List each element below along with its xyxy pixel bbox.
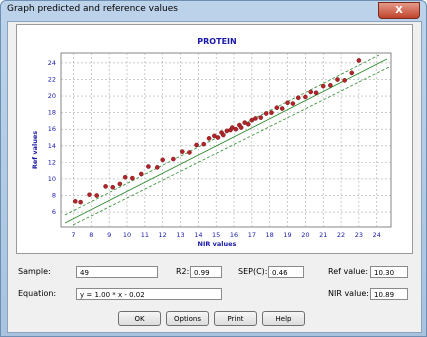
data-point: [155, 165, 159, 169]
x-tick-label: 11: [141, 231, 149, 239]
y-tick-label: 10: [48, 175, 56, 183]
data-point: [234, 127, 238, 131]
data-point: [303, 95, 307, 99]
data-point: [328, 83, 332, 87]
data-point: [103, 184, 107, 188]
y-tick-label: 22: [48, 76, 56, 84]
equation-label: Equation:: [18, 289, 56, 298]
ref-field: 10.30: [370, 266, 408, 278]
data-point: [239, 125, 243, 129]
x-tick-label: 7: [71, 231, 75, 239]
sample-label: Sample:: [18, 267, 51, 276]
data-point: [350, 71, 354, 75]
x-tick-label: 20: [301, 231, 309, 239]
data-point: [280, 106, 284, 110]
x-tick-label: 22: [337, 231, 345, 239]
x-tick-label: 9: [107, 231, 111, 239]
data-point: [253, 116, 257, 120]
sep-label: SEP(C):: [238, 267, 267, 276]
data-point: [161, 158, 165, 162]
data-point: [118, 182, 122, 186]
x-tick-label: 24: [373, 231, 381, 239]
y-tick-label: 24: [48, 59, 56, 67]
data-point: [216, 135, 220, 139]
data-point: [79, 200, 83, 204]
nir-label: NIR value:: [328, 289, 369, 298]
r2-label: R2:: [176, 267, 189, 276]
y-tick-label: 8: [52, 192, 56, 200]
data-point: [291, 101, 295, 105]
x-tick-label: 21: [319, 231, 327, 239]
data-point: [309, 90, 313, 94]
data-point: [275, 106, 279, 110]
x-axis-label: NIR values: [198, 240, 237, 248]
r2-field: 0.99: [190, 266, 222, 278]
data-point: [343, 78, 347, 82]
x-tick-label: 15: [212, 231, 220, 239]
x-tick-label: 10: [123, 231, 131, 239]
x-tick-label: 14: [194, 231, 202, 239]
y-tick-label: 16: [48, 125, 56, 133]
data-point: [95, 193, 99, 197]
data-point: [180, 150, 184, 154]
data-point: [194, 143, 198, 147]
data-point: [139, 172, 143, 176]
data-point: [171, 157, 175, 161]
data-point: [111, 185, 115, 189]
data-point: [259, 116, 263, 120]
window-title: Graph predicted and reference values: [7, 4, 178, 14]
data-point: [314, 91, 318, 95]
options-button[interactable]: Options: [166, 311, 209, 326]
ok-button[interactable]: OK: [118, 311, 161, 326]
data-point: [221, 133, 225, 137]
data-point: [269, 111, 273, 115]
nir-field: 10.89: [370, 288, 408, 300]
data-point: [335, 77, 339, 81]
data-point: [296, 96, 300, 100]
plot-area: [61, 53, 391, 227]
equation-field: y = 1.00 * x - 0.02: [76, 288, 222, 300]
x-tick-label: 18: [266, 231, 274, 239]
dialog-window: Graph predicted and reference values X P…: [0, 0, 427, 337]
chart: PROTEIN NIR values Ref values 7 8 9 10 11 12 1…: [16, 24, 413, 254]
x-tick-label: 12: [159, 231, 167, 239]
help-button[interactable]: Help: [262, 311, 305, 326]
y-tick-label: 14: [48, 142, 56, 150]
y-tick-label: 18: [48, 109, 56, 117]
close-button[interactable]: X: [378, 2, 420, 19]
y-tick-label: 6: [52, 208, 56, 216]
data-point: [73, 199, 77, 203]
y-tick-label: 20: [48, 92, 56, 100]
data-point: [87, 193, 91, 197]
x-tick-label: 8: [89, 231, 93, 239]
data-point: [357, 58, 361, 62]
data-point: [321, 84, 325, 88]
ref-label: Ref value:: [328, 267, 368, 276]
data-point: [123, 175, 127, 179]
sep-field: 0.46: [268, 266, 304, 278]
chart-title: PROTEIN: [197, 37, 236, 46]
x-tick-label: 13: [176, 231, 184, 239]
client-area: PROTEIN NIR values Ref values 7 8 9 10 11 12 1…: [7, 21, 422, 333]
data-point: [246, 122, 250, 126]
data-point: [146, 164, 150, 168]
x-tick-label: 16: [230, 231, 238, 239]
x-tick-label: 23: [355, 231, 363, 239]
x-tick-label: 17: [248, 231, 256, 239]
data-point: [187, 150, 191, 154]
sample-field: 49: [76, 266, 158, 278]
print-button[interactable]: Print: [214, 311, 257, 326]
data-point: [202, 142, 206, 146]
data-point: [130, 176, 134, 180]
data-point: [207, 136, 211, 140]
y-tick-label: 12: [48, 158, 56, 166]
x-tick-label: 19: [283, 231, 291, 239]
data-point: [285, 101, 289, 105]
data-point: [264, 111, 268, 115]
y-axis-label: Ref values: [31, 131, 39, 169]
